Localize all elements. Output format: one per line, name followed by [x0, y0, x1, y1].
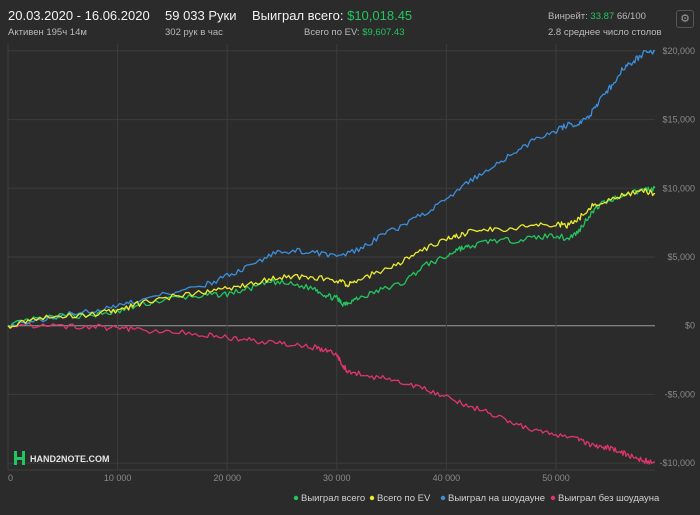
- x-tick-label-0: 0: [8, 473, 13, 483]
- winrate: Винрейт: 33.87 66/100: [548, 10, 662, 24]
- graph-chart: $20,000 $15,000 $10,000 $5,000 $0 -$5,000 -$10…: [7, 44, 695, 504]
- x-tick-label-4: 40 000: [433, 473, 461, 483]
- date-block: 20.03.2020 - 16.06.2020 Активен 195ч 14м: [8, 8, 150, 40]
- y-tick-label-5: -$5,000: [664, 389, 695, 399]
- x-tick-label-5: 50 000: [542, 473, 570, 483]
- legend-dot-1: [369, 495, 375, 501]
- avg-tables: 2.8 среднее число столов: [548, 27, 662, 38]
- stats-header: 20.03.2020 - 16.06.2020 Активен 195ч 14м…: [0, 0, 700, 44]
- legend-label-0[interactable]: Выиграл всего: [301, 493, 365, 504]
- date-range: 20.03.2020 - 16.06.2020: [8, 8, 150, 23]
- winrate-label: Винрейт:: [548, 11, 588, 22]
- x-tick-label-2: 20 000: [213, 473, 241, 483]
- logo: HAND2NOTE.COM: [14, 451, 110, 465]
- ev-label: Всего по EV:: [304, 27, 360, 38]
- x-tick-label-1: 10 000: [104, 473, 132, 483]
- winnings-block: Выиграл всего: $10,018.45 Всего по EV: $…: [252, 8, 412, 40]
- hands-block: 59 033 Руки 302 рук в час: [165, 8, 237, 40]
- gear-icon[interactable]: ⚙: [676, 10, 694, 28]
- series-lines: [7, 49, 656, 465]
- y-axis: $20,000 $15,000 $10,000 $5,000 $0 -$5,000 -$10…: [659, 46, 695, 468]
- legend-dot-0: [293, 495, 299, 501]
- legend-label-3[interactable]: Выиграл без шоудауна: [558, 493, 660, 504]
- hands-count: 59 033 Руки: [165, 8, 237, 23]
- winrate-rest: 66/100: [616, 11, 646, 22]
- x-axis: 0 10 000 20 000 30 000 40 000 50 000: [8, 473, 570, 483]
- legend: Выиграл всего Всего по EV Выиграл на шоуда…: [293, 493, 660, 504]
- grid: [7, 44, 655, 471]
- legend-label-2[interactable]: Выиграл на шоудауне: [448, 493, 545, 504]
- x-tick-label-3: 30 000: [323, 473, 351, 483]
- y-tick-label-1: $15,000: [662, 115, 695, 125]
- series-line-2: [7, 49, 656, 329]
- y-tick-label-4: $0: [685, 321, 695, 331]
- y-tick-label-2: $10,000: [662, 183, 695, 193]
- logo-text: HAND2NOTE.COM: [30, 454, 110, 464]
- ev-total: Всего по EV: $9,607.43: [304, 26, 412, 40]
- y-tick-label-0: $20,000: [662, 46, 695, 56]
- logo-mark-bar: [14, 457, 25, 460]
- ev-value: $9,607.43: [362, 27, 405, 38]
- winrate-value: 33.87: [590, 11, 615, 22]
- won-label: Выиграл всего:: [252, 8, 344, 23]
- won-total: Выиграл всего: $10,018.45: [252, 8, 412, 24]
- legend-dot-3: [550, 495, 556, 501]
- y-tick-label-3: $5,000: [667, 252, 695, 262]
- series-line-3: [7, 322, 656, 465]
- hands-per-hour: 302 рук в час: [165, 27, 223, 38]
- series-line-1: [7, 188, 656, 329]
- won-value: $10,018.45: [347, 8, 413, 23]
- legend-label-1[interactable]: Всего по EV: [377, 493, 431, 504]
- active-time: Активен 195ч 14м: [8, 27, 87, 38]
- winrate-block: Винрейт: 33.87 66/100 2.8 среднее число …: [548, 8, 662, 40]
- y-tick-label-6: -$10,000: [659, 458, 695, 468]
- legend-dot-2: [440, 495, 446, 501]
- series-line-0: [7, 185, 656, 329]
